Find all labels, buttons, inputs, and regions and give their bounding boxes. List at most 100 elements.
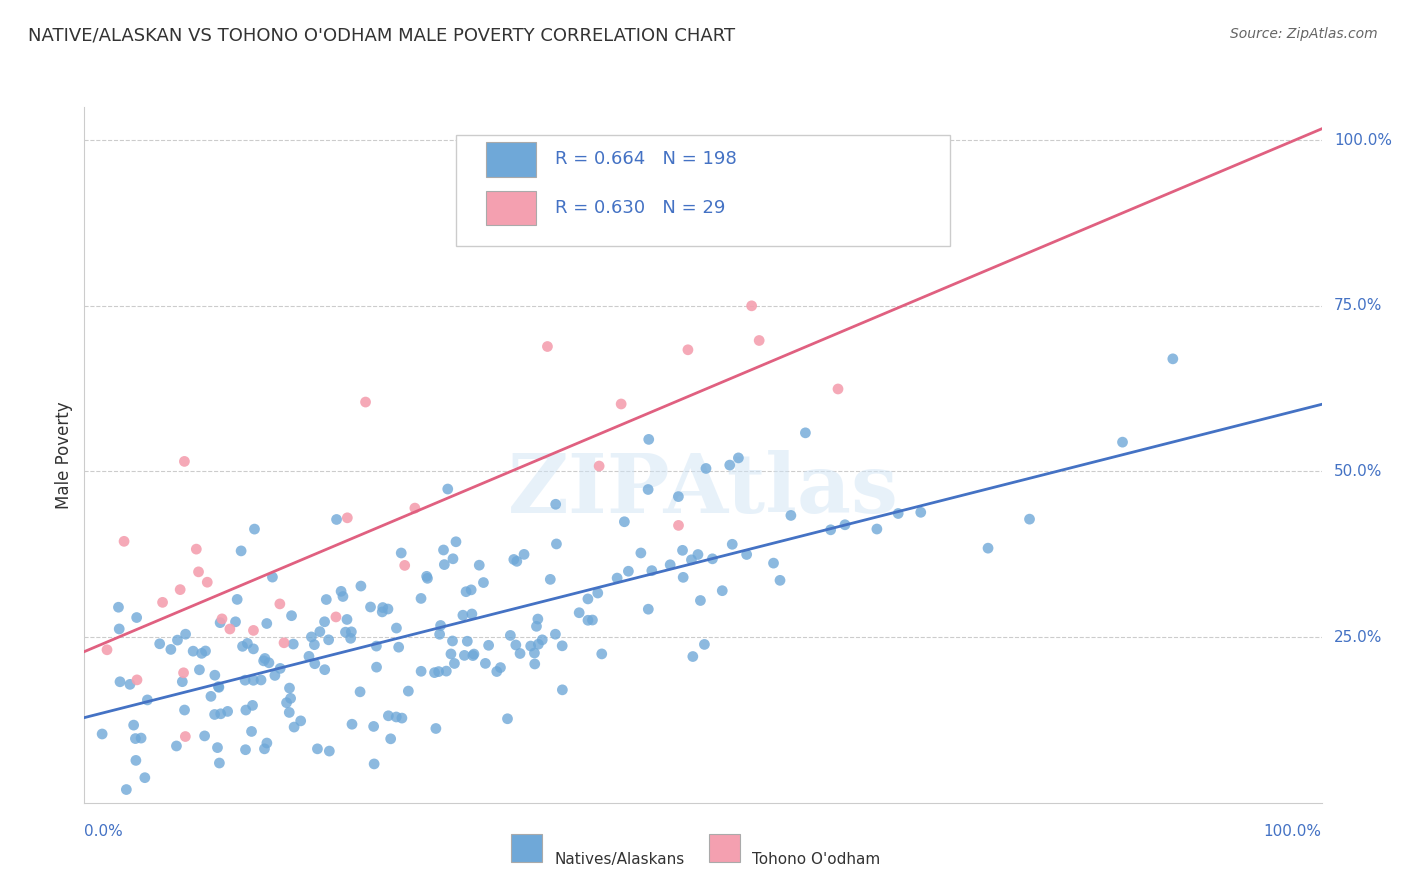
- Point: [363, 756, 385, 771]
- Point: [668, 518, 690, 533]
- Point: [425, 722, 447, 736]
- Point: [531, 632, 554, 647]
- Point: [671, 543, 693, 558]
- Point: [526, 619, 548, 633]
- Text: Tohono O'odham: Tohono O'odham: [752, 852, 880, 866]
- Point: [125, 610, 148, 624]
- Point: [278, 706, 301, 720]
- Point: [208, 681, 231, 695]
- Point: [429, 627, 451, 641]
- Point: [96, 642, 118, 657]
- Point: [637, 602, 659, 616]
- Point: [453, 648, 475, 663]
- FancyBboxPatch shape: [456, 135, 950, 246]
- Point: [1111, 435, 1133, 450]
- Point: [298, 649, 321, 664]
- Text: 0.0%: 0.0%: [84, 823, 124, 838]
- Point: [506, 554, 529, 568]
- Point: [409, 591, 432, 606]
- Text: NATIVE/ALASKAN VS TOHONO O'ODHAM MALE POVERTY CORRELATION CHART: NATIVE/ALASKAN VS TOHONO O'ODHAM MALE PO…: [28, 27, 735, 45]
- Point: [637, 433, 659, 447]
- Point: [339, 632, 361, 646]
- Point: [762, 556, 785, 570]
- Point: [149, 637, 172, 651]
- Point: [391, 711, 413, 725]
- Point: [385, 710, 408, 724]
- Point: [637, 483, 659, 497]
- Point: [325, 512, 347, 526]
- FancyBboxPatch shape: [709, 834, 740, 862]
- Point: [194, 729, 217, 743]
- Point: [385, 621, 408, 635]
- Point: [243, 522, 266, 536]
- Text: Natives/Alaskans: Natives/Alaskans: [554, 852, 685, 866]
- Point: [318, 744, 340, 758]
- Point: [682, 649, 704, 664]
- Point: [225, 615, 247, 629]
- Point: [232, 640, 254, 654]
- Point: [586, 586, 609, 600]
- Point: [174, 627, 197, 641]
- Point: [581, 613, 603, 627]
- Point: [388, 640, 411, 655]
- Point: [336, 612, 359, 626]
- Point: [513, 548, 536, 562]
- Point: [544, 497, 567, 511]
- Point: [820, 523, 842, 537]
- Point: [666, 490, 689, 504]
- Point: [304, 638, 326, 652]
- Point: [910, 505, 932, 519]
- Point: [451, 608, 474, 623]
- Point: [502, 552, 524, 566]
- Point: [489, 660, 512, 674]
- Point: [235, 742, 257, 756]
- Point: [436, 482, 458, 496]
- Point: [335, 625, 357, 640]
- Point: [273, 636, 295, 650]
- Point: [200, 690, 222, 704]
- Point: [769, 574, 792, 588]
- Point: [377, 708, 399, 723]
- Point: [169, 582, 191, 597]
- Point: [441, 551, 464, 566]
- Point: [499, 628, 522, 642]
- Point: [240, 724, 263, 739]
- Point: [721, 537, 744, 551]
- Point: [264, 668, 287, 682]
- Point: [432, 543, 454, 558]
- Point: [613, 515, 636, 529]
- Point: [318, 632, 340, 647]
- Point: [794, 425, 817, 440]
- Point: [242, 673, 264, 688]
- Point: [718, 458, 741, 472]
- Point: [461, 648, 484, 663]
- Point: [727, 450, 749, 465]
- Point: [429, 618, 451, 632]
- Point: [576, 613, 599, 627]
- Point: [336, 511, 359, 525]
- Point: [454, 584, 477, 599]
- Point: [209, 706, 232, 721]
- Point: [523, 657, 546, 671]
- Point: [118, 677, 141, 691]
- Point: [349, 685, 371, 699]
- Point: [187, 565, 209, 579]
- Point: [136, 693, 159, 707]
- Point: [834, 517, 856, 532]
- Point: [440, 647, 463, 661]
- Point: [591, 647, 613, 661]
- Point: [443, 657, 465, 671]
- Point: [536, 339, 558, 353]
- Point: [173, 454, 195, 468]
- Point: [278, 681, 301, 695]
- Point: [641, 564, 664, 578]
- Point: [460, 582, 482, 597]
- Point: [308, 624, 330, 639]
- Point: [125, 673, 148, 687]
- Point: [350, 579, 373, 593]
- Point: [235, 703, 257, 717]
- Point: [523, 646, 546, 660]
- Point: [188, 663, 211, 677]
- Point: [371, 600, 394, 615]
- Point: [290, 714, 312, 728]
